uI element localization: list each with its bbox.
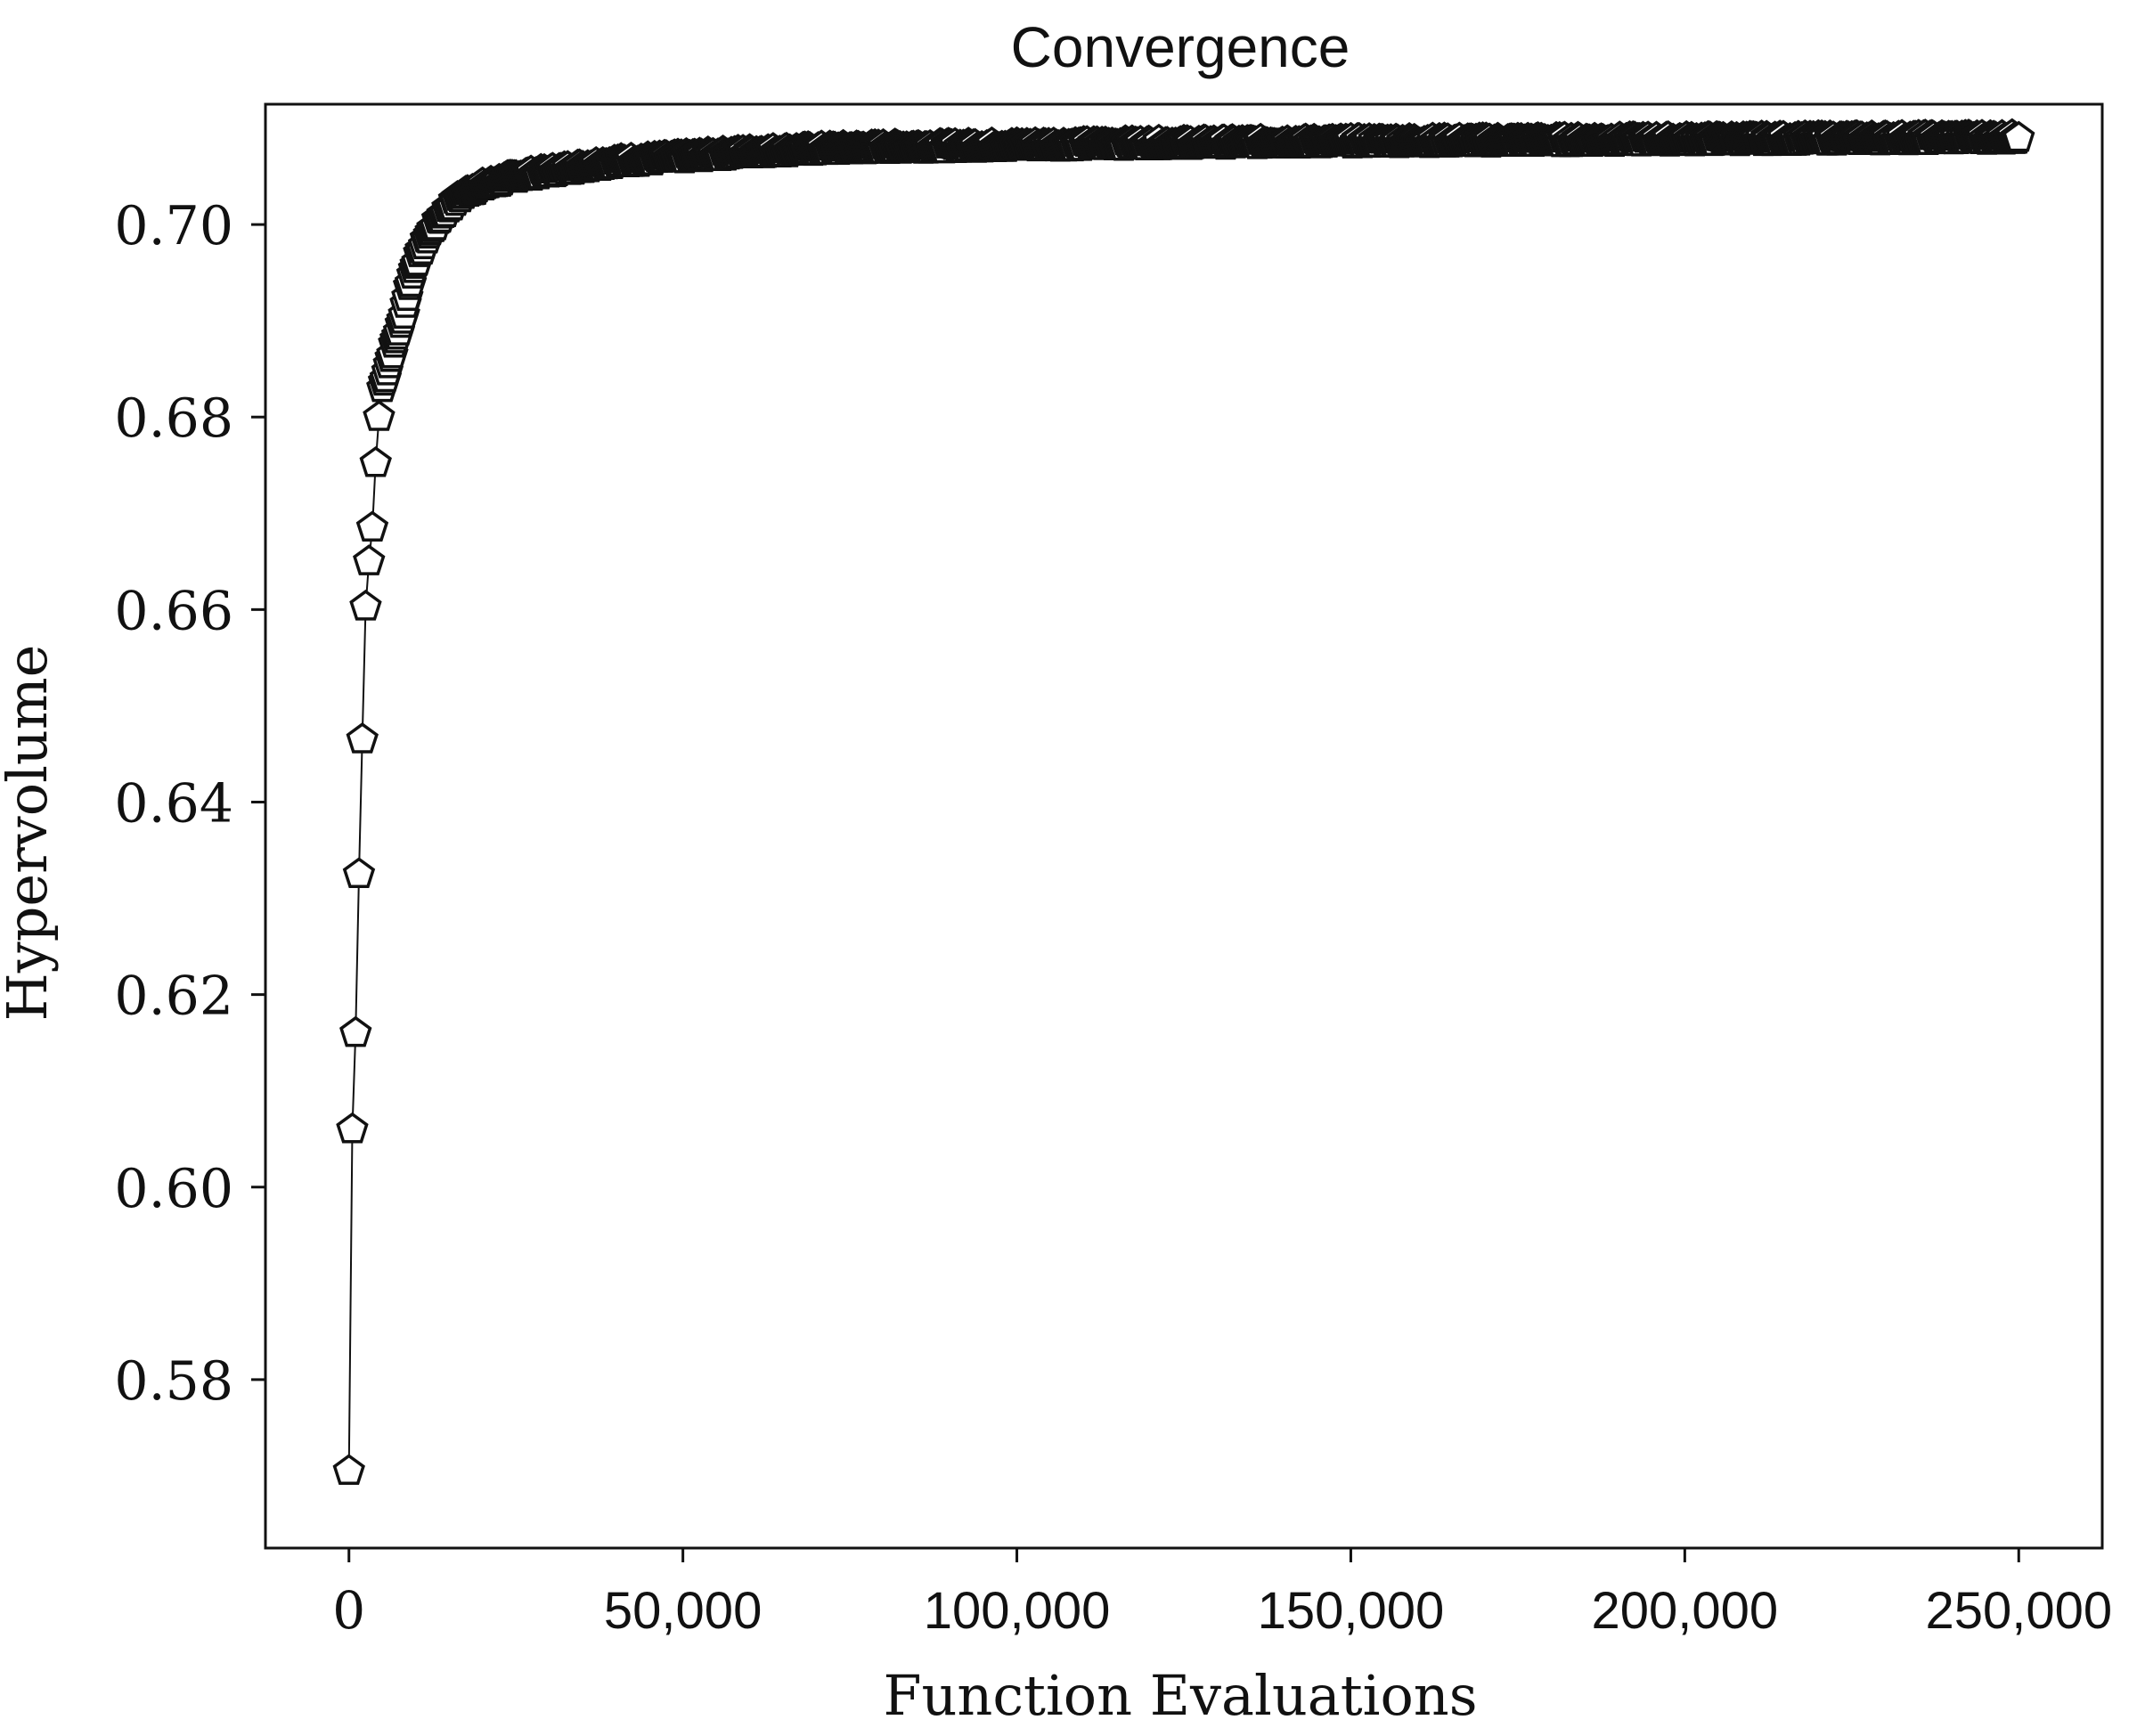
x-tick-label: 200,000 bbox=[1592, 1582, 1779, 1640]
axes-frame bbox=[264, 102, 2104, 1550]
y-tick-label: 0.70 bbox=[114, 195, 233, 257]
y-tick-label: 0.62 bbox=[114, 966, 233, 1028]
x-tick-label: 250,000 bbox=[1925, 1582, 2112, 1640]
data-point bbox=[336, 1112, 369, 1144]
data-point bbox=[339, 1015, 372, 1047]
x-tick-label: 50,000 bbox=[604, 1582, 762, 1640]
y-tick-label: 0.68 bbox=[114, 387, 233, 450]
chart-title: Convergence bbox=[1011, 15, 1350, 79]
y-tick-label: 0.66 bbox=[114, 580, 233, 642]
y-tick-label: 0.58 bbox=[114, 1350, 233, 1413]
data-point bbox=[363, 400, 396, 431]
data-point bbox=[349, 589, 382, 621]
x-axis-label: Function Evaluations bbox=[883, 1663, 1477, 1728]
data-point bbox=[353, 544, 386, 575]
y-axis-label: Hypervolume bbox=[0, 645, 60, 1022]
data-point bbox=[359, 445, 392, 477]
data-point bbox=[355, 510, 389, 542]
data-point bbox=[346, 722, 379, 754]
x-tick-label: 0 bbox=[332, 1580, 365, 1641]
y-tick-label: 0.64 bbox=[114, 772, 233, 835]
y-tick-label: 0.60 bbox=[114, 1158, 233, 1220]
data-point bbox=[342, 857, 376, 889]
axes: 0 50,000 100,000 150,000 200,000 250,000 0.58 0… bbox=[114, 102, 2112, 1641]
plot-area bbox=[332, 118, 2035, 1486]
x-tick-label: 150,000 bbox=[1258, 1582, 1445, 1640]
x-tick-label: 100,000 bbox=[924, 1582, 1111, 1640]
data-point bbox=[332, 1454, 365, 1486]
data-point bbox=[2002, 120, 2035, 152]
